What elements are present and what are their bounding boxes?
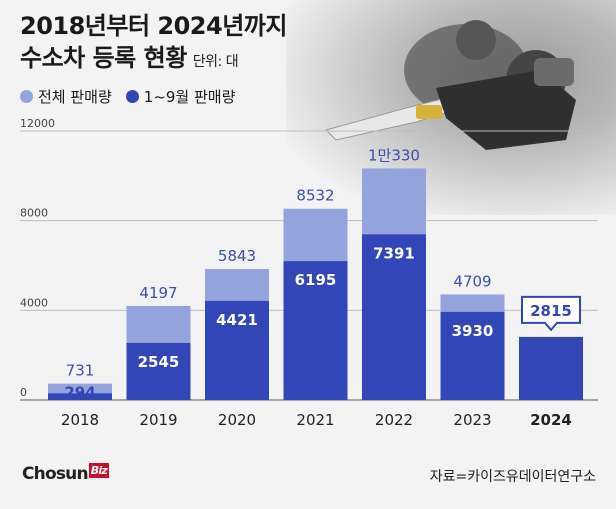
callout-bubble	[521, 295, 581, 332]
data-label-partial: 6195	[295, 271, 337, 289]
legend-item-total: 전체 판매량	[20, 86, 112, 107]
chart-subtitle: 수소차 등록 현황 단위: 대	[20, 42, 239, 78]
y-tick-label: 8000	[20, 207, 48, 220]
data-label-total: 1만330	[368, 146, 420, 164]
data-label-partial: 3930	[452, 322, 494, 340]
x-tick-label: 2024	[530, 411, 572, 429]
y-tick-label: 0	[20, 386, 27, 399]
x-tick-label: 2023	[453, 411, 491, 429]
data-label-partial: 2815	[530, 302, 572, 320]
legend-label-partial: 1~9월 판매량	[143, 88, 236, 106]
bar-partial	[362, 234, 426, 400]
chart-legend: 전체 판매량 1~9월 판매량	[20, 86, 235, 107]
y-tick-label: 12000	[20, 117, 55, 130]
chart-title: 2018년부터 2024년까지	[20, 12, 287, 40]
legend-dot-partial-icon	[125, 90, 139, 103]
x-tick-label: 2020	[218, 411, 256, 429]
legend-dot-total-icon	[20, 90, 33, 103]
data-label-total: 8532	[296, 187, 334, 205]
x-tick-label: 2018	[61, 411, 99, 429]
data-label-total: 5843	[218, 247, 256, 265]
data-label-partial: 294	[64, 384, 95, 402]
bar-partial	[205, 300, 269, 400]
data-label-partial: 2545	[138, 353, 180, 371]
data-label-total: 4197	[139, 284, 177, 302]
unit-label: 단위: 대	[192, 54, 239, 70]
bar-partial	[48, 393, 112, 400]
bar-partial	[519, 336, 583, 400]
x-tick-label: 2019	[139, 411, 177, 429]
legend-label-total: 전체 판매량	[38, 88, 112, 106]
x-tick-label: 2022	[375, 411, 413, 429]
legend-item-partial: 1~9월 판매량	[125, 86, 236, 107]
logo-biz-text: Biz	[88, 463, 109, 478]
chosunbiz-logo: Chosun Biz	[22, 463, 109, 484]
data-label-partial: 4421	[216, 311, 258, 329]
data-label-total: 4709	[453, 272, 491, 290]
x-tick-label: 2021	[296, 411, 334, 429]
source-note: 자료=카이즈유데이터연구소	[429, 469, 596, 485]
bar-partial	[126, 342, 191, 400]
data-label-partial: 7391	[373, 244, 415, 262]
data-label-total: 731	[66, 362, 95, 380]
logo-main-text: Chosun	[22, 464, 89, 484]
bar-partial	[440, 311, 505, 400]
subtitle-text: 수소차 등록 현황	[20, 44, 187, 72]
fuel-nozzle-illustration	[325, 20, 576, 150]
bar-partial	[283, 261, 348, 400]
y-tick-label: 4000	[20, 296, 48, 309]
